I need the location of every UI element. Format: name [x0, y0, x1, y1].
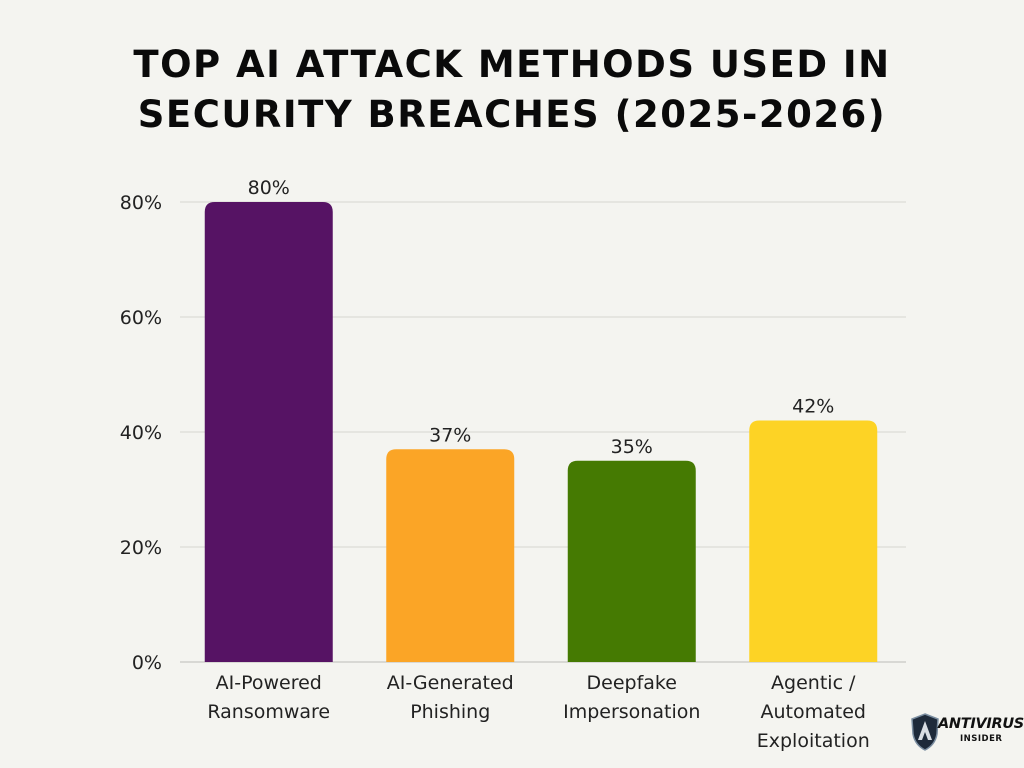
- bar: [204, 202, 333, 662]
- category-labels: AI-Powered Ransomware AI-Generated Phishing…: [207, 672, 869, 752]
- data-label: 80%: [248, 177, 290, 199]
- y-tick-label: 0%: [132, 652, 162, 674]
- y-tick-label: 40%: [120, 422, 162, 444]
- category-label: AI-Powered: [216, 672, 322, 694]
- category-label: Ransomware: [207, 701, 330, 723]
- chart-title-line-1: TOP AI ATTACK METHODS USED IN: [133, 43, 891, 86]
- brand-name-line-1: ANTIVIRUS: [938, 716, 1024, 732]
- category-label: Agentic /: [771, 672, 856, 694]
- category-label: Phishing: [410, 701, 490, 723]
- category-label: Automated: [761, 701, 866, 723]
- category-label: AI-Generated: [387, 672, 514, 694]
- data-label: 42%: [792, 396, 834, 418]
- brand-name-line-2: INSIDER: [960, 734, 1003, 744]
- category-label: Impersonation: [563, 701, 700, 723]
- data-label: 35%: [611, 436, 653, 458]
- y-tick-label: 20%: [120, 537, 162, 559]
- bars: [204, 202, 878, 662]
- category-label: Deepfake: [587, 672, 677, 694]
- brand-logo: ANTIVIRUS INSIDER: [908, 712, 1024, 756]
- y-axis-tick-labels: 0% 20% 40% 60% 80%: [120, 192, 162, 674]
- y-tick-label: 80%: [120, 192, 162, 214]
- chart-title: TOP AI ATTACK METHODS USED IN SECURITY B…: [0, 40, 1024, 140]
- bar: [749, 420, 878, 662]
- bar: [567, 460, 696, 662]
- y-tick-label: 60%: [120, 307, 162, 329]
- chart-title-line-2: SECURITY BREACHES (2025-2026): [137, 93, 887, 136]
- bar: [386, 449, 515, 662]
- shield-logo-icon: [911, 713, 939, 751]
- data-labels: 80% 37% 35% 42%: [248, 177, 835, 458]
- data-label: 37%: [429, 424, 471, 446]
- category-label: Exploitation: [757, 730, 870, 752]
